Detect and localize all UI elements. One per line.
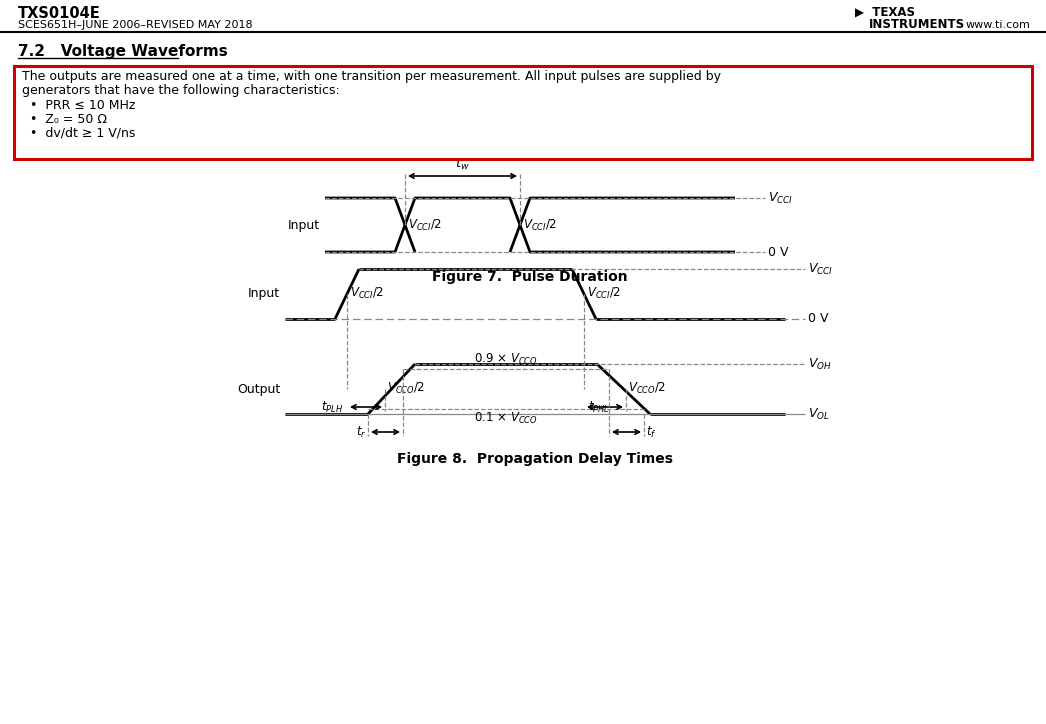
Text: $V_{CCO}$/2: $V_{CCO}$/2 [628,380,666,395]
Text: Figure 8.  Propagation Delay Times: Figure 8. Propagation Delay Times [397,452,673,466]
Text: •  PRR ≤ 10 MHz: • PRR ≤ 10 MHz [30,99,135,112]
Text: 0.9 $\times$ $V_{CCO}$: 0.9 $\times$ $V_{CCO}$ [474,352,538,367]
Text: $V_{CCI}$/2: $V_{CCI}$/2 [350,285,384,300]
Text: 0 V: 0 V [768,245,789,258]
Bar [14,66,1032,159]
Text: $V_{OH}$: $V_{OH}$ [808,356,832,371]
Text: SCES651H–JUNE 2006–REVISED MAY 2018: SCES651H–JUNE 2006–REVISED MAY 2018 [18,20,253,30]
Text: ▶  TEXAS: ▶ TEXAS [855,6,915,19]
Text: The outputs are measured one at a time, with one transition per measurement. All: The outputs are measured one at a time, … [22,70,721,83]
Text: Input: Input [288,219,320,232]
Text: Figure 7.  Pulse Duration: Figure 7. Pulse Duration [432,270,628,284]
Text: $V_{CCI}$/2: $V_{CCI}$/2 [523,217,558,232]
Text: generators that have the following characteristics:: generators that have the following chara… [22,84,340,97]
Text: Input: Input [248,287,280,300]
Text: $V_{CCI}$: $V_{CCI}$ [808,261,833,277]
Text: •  Z₀ = 50 Ω: • Z₀ = 50 Ω [30,113,107,126]
Text: www.ti.com: www.ti.com [965,20,1030,30]
Text: 7.2   Voltage Waveforms: 7.2 Voltage Waveforms [18,44,228,59]
Text: TXS0104E: TXS0104E [18,6,100,21]
Text: $t_w$: $t_w$ [455,157,470,172]
Text: Output: Output [236,382,280,395]
Text: 0.1 $\times$ $V_{CCO}$: 0.1 $\times$ $V_{CCO}$ [474,411,538,426]
Text: 0 V: 0 V [808,313,828,326]
Text: $V_{OL}$: $V_{OL}$ [808,406,829,421]
Text: $t_f$: $t_f$ [646,424,657,439]
Text: $V_{CCI}$/2: $V_{CCI}$/2 [408,217,442,232]
Text: $t_{PLH}$: $t_{PLH}$ [321,400,343,415]
Text: •  dv/dt ≥ 1 V/ns: • dv/dt ≥ 1 V/ns [30,127,135,140]
Text: $V_{CCI}$: $V_{CCI}$ [768,190,793,206]
Text: INSTRUMENTS: INSTRUMENTS [869,18,965,31]
Text: $t_r$: $t_r$ [356,424,366,439]
Text: $t_{PHL}$: $t_{PHL}$ [588,400,610,415]
Text: $V_{CCO}$/2: $V_{CCO}$/2 [387,380,426,395]
Text: $V_{CCI}$/2: $V_{CCI}$/2 [587,285,621,300]
